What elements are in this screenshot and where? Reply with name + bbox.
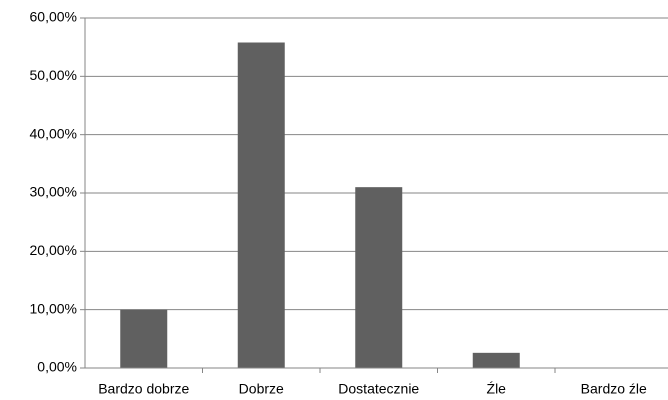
bar [472,352,520,368]
bar [120,309,168,368]
x-tick-label: Źle [487,381,507,397]
y-tick-label: 20,00% [30,242,77,258]
y-tick-label: 50,00% [30,67,77,83]
x-tick-label: Dobrze [239,381,284,397]
bar [355,187,403,368]
x-tick-label: Bardzo źle [581,381,647,397]
y-tick-label: 60,00% [30,9,77,25]
y-tick-label: 0,00% [37,359,77,375]
bar [237,42,285,368]
y-tick-label: 40,00% [30,125,77,141]
y-tick-label: 10,00% [30,300,77,316]
y-tick-label: 30,00% [30,184,77,200]
x-tick-label: Bardzo dobrze [98,381,189,397]
x-tick-label: Dostatecznie [338,381,419,397]
